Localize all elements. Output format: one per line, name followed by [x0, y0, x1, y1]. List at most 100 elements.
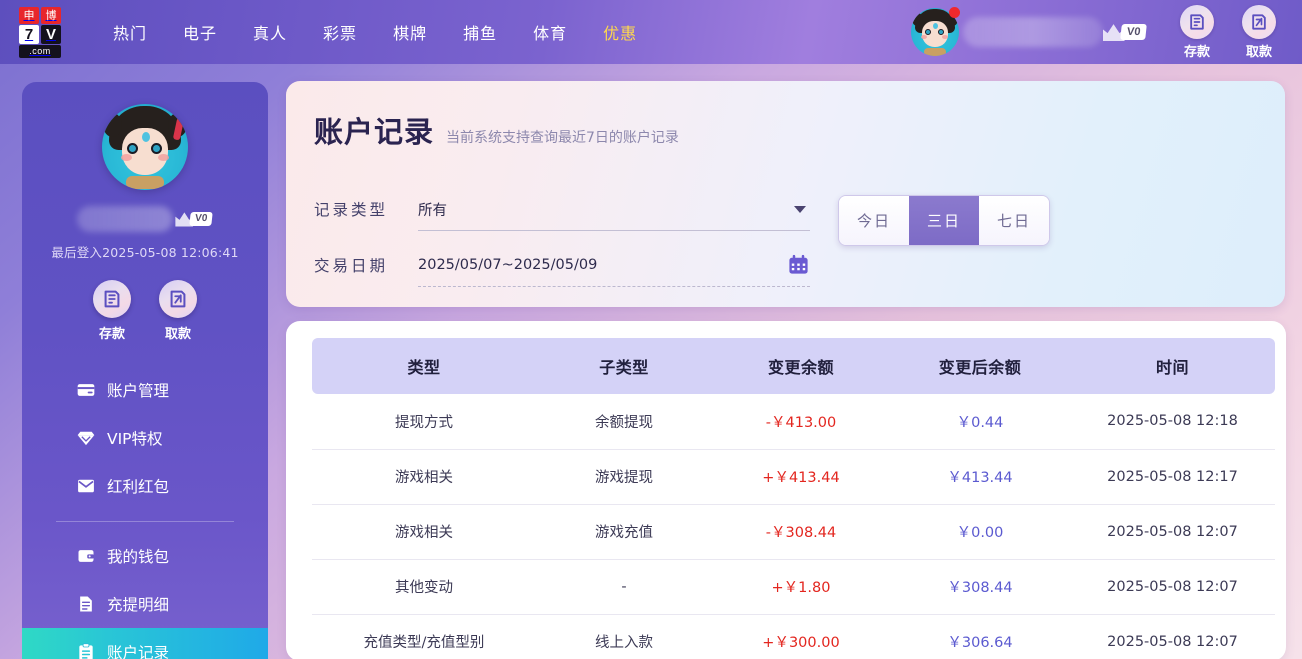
clipboard-icon [79, 643, 93, 659]
sidebar-withdraw-label: 取款 [164, 327, 191, 342]
range-three-days-button[interactable]: 三日 [909, 196, 979, 245]
nav-item-promotions[interactable]: 优惠 [603, 24, 638, 43]
nav-item-live[interactable]: 真人 [253, 24, 288, 43]
table-row: 游戏相关 游戏提现 +￥413.44 ￥413.44 2025-05-08 12… [312, 449, 1275, 505]
sidebar-username-row: V0 [22, 202, 268, 236]
sidebar-item-my-wallet[interactable]: 我的钱包 [22, 532, 268, 580]
sidebar-username-masked [77, 206, 174, 232]
username-masked [962, 17, 1103, 47]
cell-change: +￥413.44 [712, 449, 890, 505]
record-type-label: 记录类型 [314, 201, 389, 219]
sidebar-item-account-records[interactable]: 账户记录 [22, 628, 268, 659]
cell-change: +￥300.00 [712, 614, 890, 659]
cell-time: 2025-05-08 12:07 [1070, 504, 1275, 560]
table-row: 游戏相关 游戏充值 -￥308.44 ￥0.00 2025-05-08 12:0… [312, 504, 1275, 560]
cell-time: 2025-05-08 12:07 [1070, 559, 1275, 615]
sidebar-item-transaction-details[interactable]: 充提明细 [22, 580, 268, 628]
nav-item-sports[interactable]: 体育 [533, 24, 568, 43]
range-today-button[interactable]: 今日 [839, 196, 909, 245]
panel-title-row: 账户记录 当前系统支持查询最近7日的账户记录 [314, 109, 1255, 151]
sidebar-item-label: 账户管理 [107, 382, 170, 400]
table-row: 提现方式 余额提现 -￥413.00 ￥0.44 2025-05-08 12:1… [312, 394, 1275, 450]
sidebar-item-bonus-redpacket[interactable]: 红利红包 [22, 462, 268, 510]
notification-dot-icon [948, 7, 960, 18]
site-logo[interactable]: 申 博 7 V .com [17, 6, 63, 58]
logo-char-2: 博 [41, 6, 61, 24]
document-icon [80, 596, 92, 612]
nav-item-hot[interactable]: 热门 [113, 24, 148, 43]
wallet-icon [78, 550, 94, 562]
sidebar-avatar-bun-left [103, 113, 122, 137]
logo-seven: 7 [19, 24, 39, 44]
nav-item-lottery[interactable]: 彩票 [323, 24, 358, 43]
column-header-balance: 变更后余额 [890, 338, 1070, 394]
cell-balance: ￥413.44 [890, 449, 1070, 505]
records-table: 类型 子类型 变更余额 变更后余额 时间 提现方式 余额提现 -￥413.00 … [312, 338, 1275, 659]
avatar-eye-right [937, 29, 944, 35]
sidebar-avatar-collar [126, 176, 164, 189]
column-header-type: 类型 [312, 338, 536, 394]
nav-item-slots[interactable]: 电子 [183, 24, 218, 43]
header-withdraw-button[interactable]: 取款 [1228, 4, 1290, 60]
sidebar-divider [56, 521, 234, 522]
chevron-down-icon [794, 206, 806, 213]
header-deposit-button[interactable]: 存款 [1166, 4, 1228, 60]
withdraw-icon [159, 280, 197, 318]
cell-change: -￥308.44 [712, 504, 890, 560]
table-header-row: 类型 子类型 变更余额 变更后余额 时间 [312, 338, 1275, 394]
date-range-segment-wrap: 今日 三日 七日 [810, 187, 1255, 287]
sidebar-deposit-button[interactable]: 存款 [93, 280, 131, 342]
cell-time: 2025-05-08 12:18 [1070, 394, 1275, 450]
header-deposit-label: 存款 [1183, 44, 1210, 60]
header-avatar[interactable] [910, 7, 960, 56]
range-seven-days-button[interactable]: 七日 [979, 196, 1049, 245]
cell-balance: ￥0.00 [890, 504, 1070, 560]
cell-subtype: 游戏充值 [536, 504, 712, 560]
vip-level-label: V0 [1119, 24, 1147, 40]
logo-domain: .com [19, 44, 61, 58]
nav-item-cards[interactable]: 棋牌 [393, 24, 428, 43]
sidebar-avatar[interactable] [102, 104, 188, 190]
cell-subtype: 余额提现 [536, 394, 712, 450]
avatar-blush-left [920, 35, 927, 39]
withdraw-icon [1242, 4, 1276, 39]
table-body: 提现方式 余额提现 -￥413.00 ￥0.44 2025-05-08 12:1… [312, 394, 1275, 659]
transaction-date-input[interactable]: 2025/05/07~2025/05/09 [418, 243, 810, 287]
sidebar-avatar-blush-left [121, 154, 132, 161]
avatar-forehead-gem [932, 23, 938, 29]
filter-rows: 记录类型 所有 交易日期 2025/05/07~2025/05/09 [314, 187, 1255, 287]
card-icon [77, 384, 95, 396]
record-type-value: 所有 [418, 202, 447, 219]
records-table-card: 类型 子类型 变更余额 变更后余额 时间 提现方式 余额提现 -￥413.00 … [286, 321, 1286, 659]
cell-balance: ￥308.44 [890, 559, 1070, 615]
vip-badge: V0 [1102, 23, 1147, 41]
table-row: 其他变动 - +￥1.80 ￥308.44 2025-05-08 12:07 [312, 559, 1275, 615]
deposit-icon [93, 280, 131, 318]
cell-time: 2025-05-08 12:17 [1070, 449, 1275, 505]
column-header-time: 时间 [1070, 338, 1275, 394]
column-header-subtype: 子类型 [536, 338, 712, 394]
sidebar-avatar-eye-left [127, 143, 138, 154]
nav-item-fishing[interactable]: 捕鱼 [463, 24, 498, 43]
main-menu: 热门 电子 真人 彩票 棋牌 捕鱼 体育 优惠 [95, 20, 655, 44]
sidebar-item-account-management[interactable]: 账户管理 [22, 366, 268, 414]
calendar-icon[interactable] [787, 253, 810, 276]
logo-v: V [41, 24, 61, 44]
column-header-change: 变更余额 [712, 338, 890, 394]
cell-change: -￥413.00 [712, 394, 890, 450]
last-login-text: 最后登入2025-05-08 12:06:41 [51, 245, 239, 260]
table-head: 类型 子类型 变更余额 变更后余额 时间 [312, 338, 1275, 394]
avatar-bun-left [911, 13, 923, 26]
page-subtitle: 当前系统支持查询最近7日的账户记录 [446, 130, 679, 146]
main-content: 账户记录 当前系统支持查询最近7日的账户记录 记录类型 所有 交易日期 2025… [286, 64, 1302, 659]
cell-type: 提现方式 [312, 394, 536, 450]
sidebar-withdraw-button[interactable]: 取款 [159, 280, 197, 342]
cell-balance: ￥306.64 [890, 614, 1070, 659]
sidebar-item-vip-privileges[interactable]: VIP特权 [22, 414, 268, 462]
sidebar-item-label: 红利红包 [107, 478, 170, 496]
record-type-select[interactable]: 所有 [418, 187, 810, 231]
avatar-eye-left [924, 29, 931, 35]
sidebar-avatar-eye-right [151, 143, 162, 154]
sidebar-avatar-blush-right [158, 154, 169, 161]
record-type-row: 记录类型 所有 [314, 187, 810, 231]
